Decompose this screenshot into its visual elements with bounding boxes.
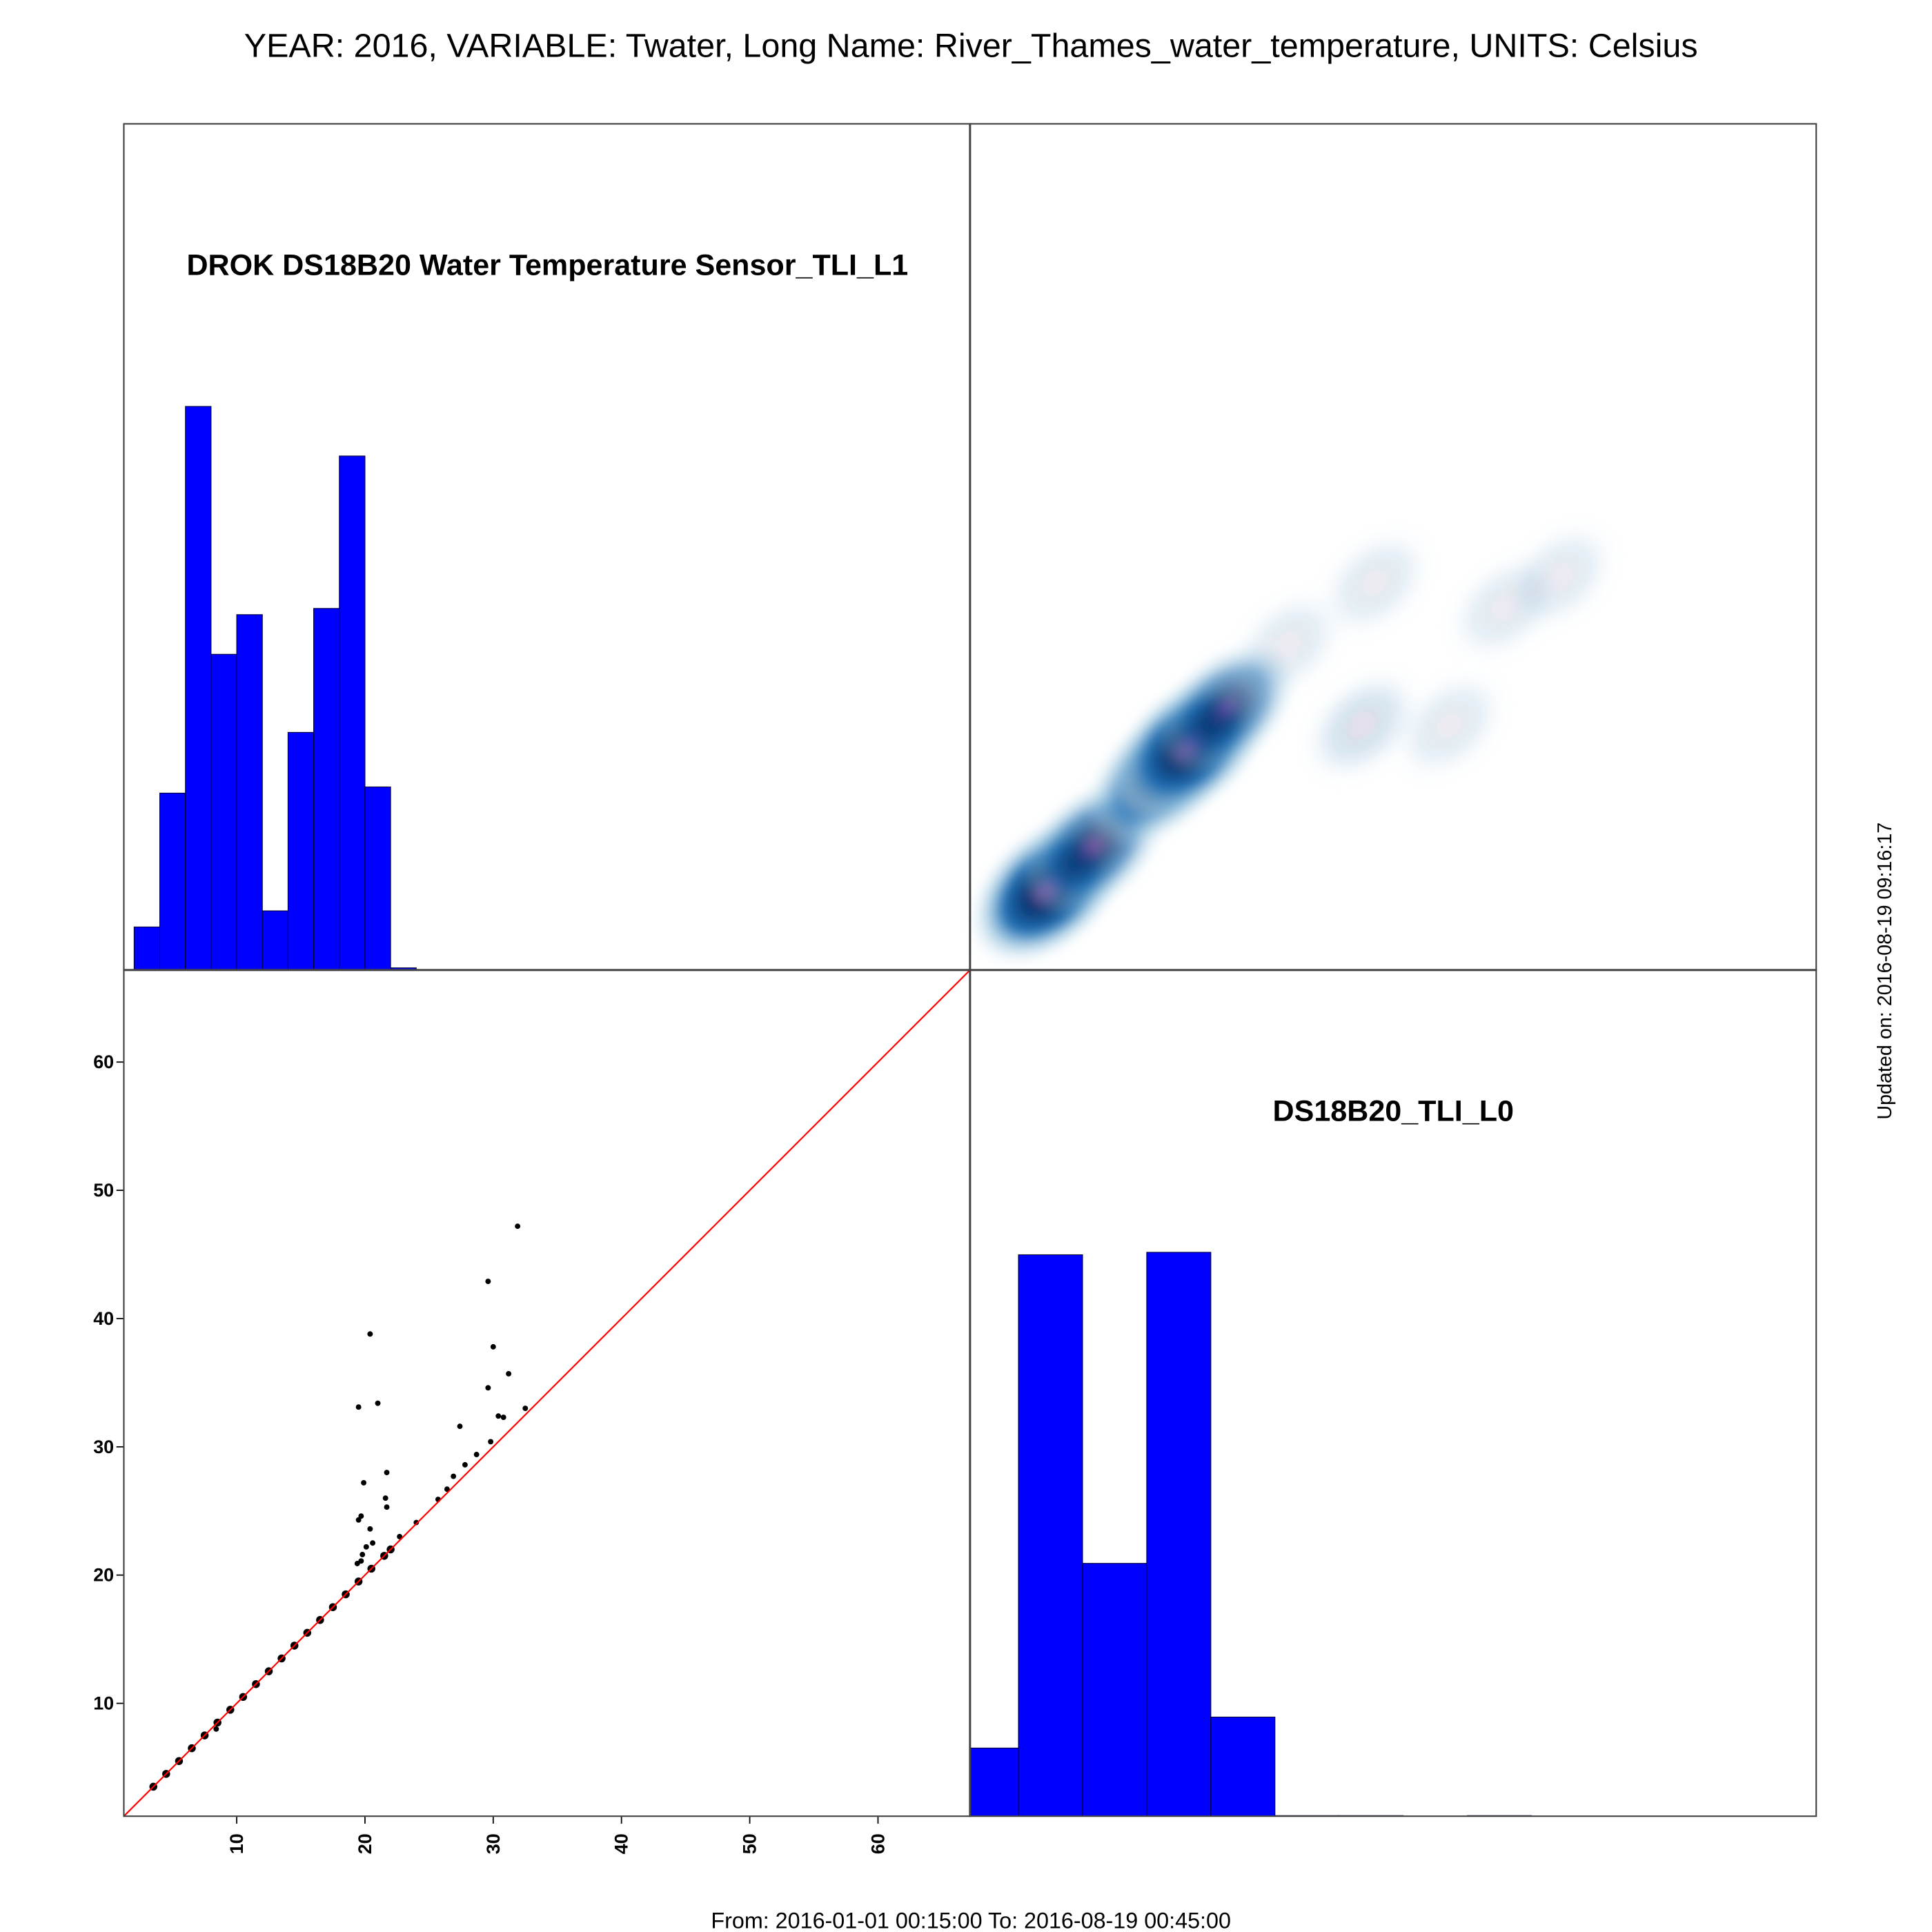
point: [367, 1526, 373, 1532]
bar: [339, 455, 366, 971]
bars: [133, 406, 545, 971]
point: [397, 1534, 403, 1539]
y-tick-label: 10: [93, 1693, 114, 1714]
point: [506, 1370, 512, 1377]
point: [355, 1517, 362, 1523]
density-blob: [1388, 666, 1511, 785]
bar: [1082, 1563, 1147, 1817]
point: [358, 1558, 364, 1564]
point: [382, 1495, 388, 1501]
point: [375, 1400, 381, 1406]
point: [473, 1452, 480, 1457]
bar: [287, 731, 315, 971]
point: [384, 1470, 390, 1475]
panel-title: DROK DS18B20 Water Temperature Sensor_TL…: [186, 248, 908, 282]
x-tick-label: 30: [483, 1833, 504, 1854]
chart-title: YEAR: 2016, VARIABLE: Twater, Long Name:…: [244, 28, 1698, 65]
density-blob: [1313, 523, 1437, 642]
point: [485, 1385, 491, 1391]
point: [462, 1461, 468, 1468]
y-tick-label: 40: [93, 1308, 114, 1329]
bar: [210, 653, 237, 971]
point: [413, 1519, 420, 1526]
x-tick-label: 60: [867, 1833, 888, 1854]
point: [370, 1540, 376, 1546]
point: [358, 1513, 364, 1519]
point: [384, 1504, 390, 1510]
point: [522, 1406, 529, 1412]
panel-title: DS18B20_TLI_L0: [1273, 1094, 1514, 1127]
point: [355, 1404, 362, 1410]
bar: [1018, 1254, 1083, 1817]
point: [495, 1413, 502, 1419]
bar: [313, 608, 340, 971]
point: [361, 1479, 367, 1486]
point: [359, 1552, 366, 1557]
point: [485, 1279, 491, 1285]
bar: [1146, 1252, 1212, 1817]
point: [457, 1423, 463, 1430]
point: [451, 1473, 457, 1479]
panel-frame: [969, 969, 1817, 1817]
x-tick-label: 20: [355, 1833, 375, 1854]
identity-line: [123, 969, 972, 1817]
density-blob: [1498, 517, 1621, 636]
point: [213, 1726, 219, 1732]
bar: [364, 786, 391, 971]
period: From: 2016-01-01 00:15:00 To: 2016-08-19…: [711, 1909, 1231, 1932]
x-tick-label: 50: [740, 1833, 760, 1854]
bar: [159, 792, 186, 971]
point: [515, 1223, 521, 1230]
y-tick-label: 30: [93, 1437, 114, 1457]
x-tick-label: 10: [226, 1833, 247, 1854]
bar: [969, 1747, 1019, 1817]
point: [367, 1331, 373, 1337]
y-tick-label: 20: [93, 1565, 114, 1586]
bar: [236, 614, 263, 971]
bars: [969, 1252, 1532, 1817]
updated: Updated on: 2016-08-19 09:16:17: [1874, 822, 1896, 1120]
point: [444, 1486, 450, 1492]
point: [500, 1414, 506, 1421]
point: [488, 1439, 494, 1445]
point: [363, 1544, 369, 1550]
bar: [262, 910, 288, 971]
density: [968, 517, 1621, 966]
point: [354, 1561, 360, 1566]
y-tick-label: 60: [93, 1052, 114, 1072]
x-tick-label: 40: [611, 1833, 632, 1854]
bar: [185, 406, 212, 971]
point: [490, 1343, 496, 1350]
bar: [1210, 1716, 1276, 1817]
y-tick-label: 50: [93, 1180, 114, 1201]
bar: [133, 926, 161, 971]
